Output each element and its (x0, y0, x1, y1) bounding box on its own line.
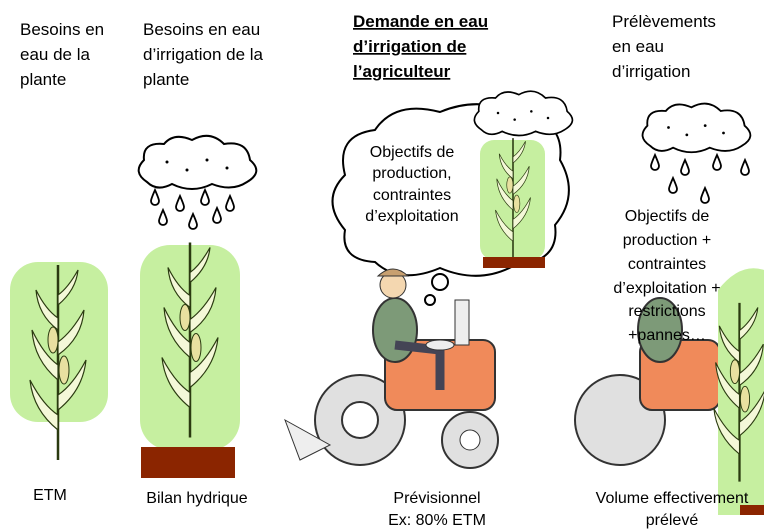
footer-line: Bilan hydrique (146, 490, 248, 507)
constraint-line: d’exploitation + (613, 280, 720, 297)
footer-line: Ex: 80% ETM (388, 512, 486, 529)
constraint-line: production + (623, 232, 712, 249)
header-line: en eau (612, 37, 664, 56)
header-line: plante (143, 70, 189, 89)
tractor (574, 297, 721, 466)
bubble-line: contraintes (373, 187, 451, 204)
soil (141, 447, 235, 478)
tractor (284, 268, 499, 469)
rain-drops (150, 189, 235, 230)
bubble-line: Objectifs de (370, 144, 455, 161)
bubble-line: production, (372, 165, 451, 182)
header-line: d’irrigation de (353, 37, 466, 56)
cloud (137, 134, 258, 190)
soil (483, 257, 545, 268)
header-line: plante (20, 70, 66, 89)
soil (740, 505, 764, 515)
header-line: Demande en eau (353, 12, 488, 31)
header-line: d’irrigation (612, 62, 690, 81)
footer-line: Prévisionnel (393, 490, 480, 507)
bubble-dot (431, 273, 449, 291)
header: Besoins en eau de la plante Besoins en e… (20, 12, 716, 89)
cloud (473, 90, 574, 137)
footer-line: prélevé (646, 512, 699, 529)
header-line: Besoins en eau (143, 20, 260, 39)
bubble-text: Objectifs de production, contraintes d’e… (365, 144, 458, 225)
constraint-line: Objectifs de (625, 208, 710, 225)
footer-line: ETM (33, 487, 67, 504)
footer-line: Volume effectivement (596, 490, 749, 507)
constraint-line: contraintes (628, 256, 706, 273)
header-line: eau de la (20, 45, 90, 64)
header-line: l’agriculteur (353, 62, 451, 81)
header-line: Prélèvements (612, 12, 716, 31)
bubble-line: d’exploitation (365, 208, 458, 225)
footer: ETM Bilan hydrique Prévisionnel Ex: 80% … (33, 487, 749, 529)
constraint-line: +pannes… (628, 327, 706, 344)
header-line: Besoins en (20, 20, 104, 39)
rain-drops (650, 154, 750, 204)
constraint-line: restrictions (628, 303, 705, 320)
cloud (641, 102, 752, 154)
header-line: d’irrigation de la (143, 45, 264, 64)
constraints-text: Objectifs de production + contraintes d’… (613, 208, 720, 344)
bubble-dot (424, 294, 436, 306)
